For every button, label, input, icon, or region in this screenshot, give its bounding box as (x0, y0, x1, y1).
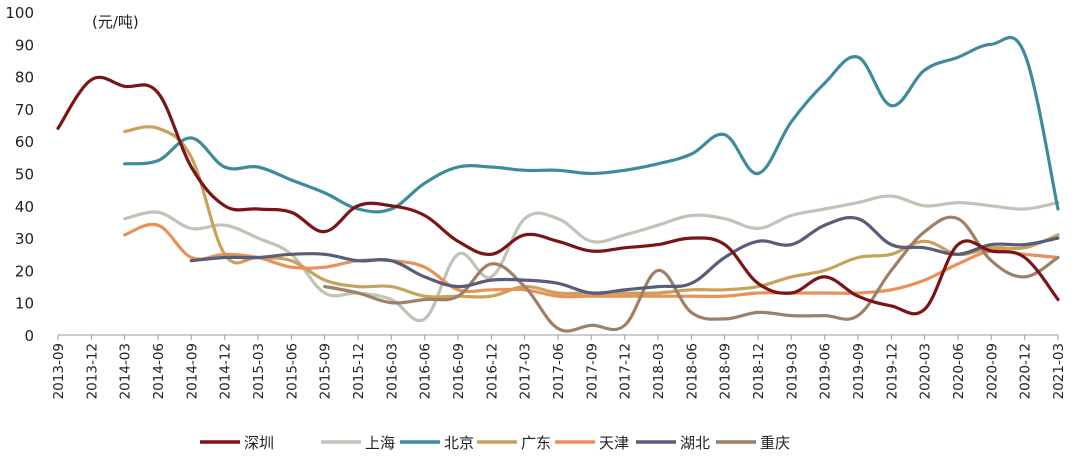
x-tick-label: 2016-03 (384, 343, 400, 399)
x-tick-label: 2013-12 (84, 343, 100, 399)
x-tick-label: 2021-03 (1051, 343, 1067, 399)
x-tick-label: 2015-06 (284, 343, 300, 399)
y-tick-label: 80 (15, 69, 34, 87)
series-line-2 (123, 35, 1060, 214)
x-tick-label: 2016-09 (451, 343, 467, 399)
y-tick-label: 50 (15, 166, 34, 184)
y-tick-label: 40 (15, 198, 34, 216)
x-tick-label: 2018-03 (651, 343, 667, 399)
x-tick-label: 2014-09 (184, 343, 200, 399)
legend-label: 重庆 (760, 434, 790, 452)
x-tick-label: 2015-09 (318, 343, 334, 399)
series-line-1 (123, 194, 1060, 323)
y-tick-label: 100 (5, 4, 34, 22)
x-tick-label: 2020-03 (918, 343, 934, 399)
x-tick-label: 2018-09 (718, 343, 734, 399)
x-tick-label: 2017-09 (584, 343, 600, 399)
series-line-0 (56, 75, 1060, 316)
y-tick-label: 60 (15, 133, 34, 151)
x-tick-label: 2019-12 (884, 343, 900, 399)
series-line-4 (123, 222, 1060, 299)
legend-label: 天津 (599, 434, 629, 452)
x-tick-label: 2020-12 (1018, 343, 1034, 399)
x-tick-label: 2017-12 (618, 343, 634, 399)
y-tick-label: 20 (15, 262, 34, 280)
x-tick-label: 2017-06 (551, 343, 567, 399)
x-tick-label: 2019-03 (784, 343, 800, 399)
x-tick-label: 2013-09 (51, 343, 67, 399)
y-tick-label: 0 (24, 327, 34, 345)
legend-label: 湖北 (680, 434, 710, 452)
x-tick-label: 2019-06 (818, 343, 834, 399)
legend-label: 上海 (365, 434, 395, 452)
series-line-3 (123, 125, 1060, 299)
legend: 深圳 上海 北京 广东 天津 湖北 重庆 (200, 434, 790, 452)
y-tick-label: 30 (15, 230, 34, 248)
legend-label: 北京 (444, 434, 474, 452)
x-tick-label: 2017-03 (518, 343, 534, 399)
x-tick-label: 2018-06 (684, 343, 700, 399)
x-tick-label: 2019-09 (851, 343, 867, 399)
y-axis-ticks: 0 10 20 30 40 50 60 70 80 90 100 (5, 4, 34, 345)
x-tick-label: 2016-06 (418, 343, 434, 399)
series-line-6 (323, 215, 1060, 333)
legend-label: 广东 (521, 434, 551, 452)
x-tick-label: 2015-03 (251, 343, 267, 399)
series-line-5 (189, 215, 1060, 295)
x-tick-label: 2014-03 (118, 343, 134, 399)
x-tick-label: 2020-06 (951, 343, 967, 399)
x-axis-ticks: 2013-09 2013-12 2014-03 2014-06 2014-09 2014-… (51, 335, 1067, 399)
series-lines (56, 35, 1060, 333)
y-tick-label: 70 (15, 101, 34, 119)
legend-label: 深圳 (244, 434, 274, 452)
x-tick-label: 2020-09 (984, 343, 1000, 399)
x-tick-label: 2016-12 (484, 343, 500, 399)
x-tick-label: 2015-12 (351, 343, 367, 399)
unit-label: (元/吨) (92, 13, 139, 31)
x-tick-label: 2018-12 (751, 343, 767, 399)
y-tick-label: 90 (15, 36, 34, 54)
x-tick-label: 2014-06 (151, 343, 167, 399)
y-tick-label: 10 (15, 295, 34, 313)
x-tick-label: 2014-12 (218, 343, 234, 399)
